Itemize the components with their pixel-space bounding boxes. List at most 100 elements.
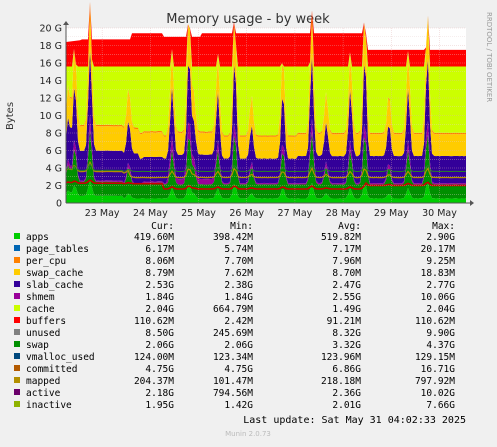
- legend-value: 2.36G: [332, 388, 361, 399]
- legend-value: 398.42M: [213, 232, 253, 243]
- legend-value: 8.32G: [332, 328, 361, 339]
- line-inactive: [65, 179, 467, 190]
- y-tick-label: 10 G: [40, 111, 62, 122]
- y-tick-label: 2 G: [46, 181, 62, 192]
- legend-value: 110.62M: [415, 316, 455, 327]
- legend-name: active: [26, 388, 61, 399]
- legend-value: 2.01G: [332, 400, 361, 411]
- legend-value: 7.62M: [224, 268, 253, 279]
- legend-value: 123.96M: [321, 352, 361, 363]
- legend-swatch: [14, 389, 20, 395]
- legend-name: shmem: [26, 292, 55, 303]
- legend-value: 1.84G: [224, 292, 253, 303]
- legend-name: page_tables: [26, 244, 89, 255]
- legend-swatch: [14, 233, 20, 239]
- area-unused: [66, 1, 466, 136]
- legend-value: 1.42G: [224, 400, 253, 411]
- legend-value: 2.06G: [224, 340, 253, 351]
- x-tick-label: 28 May: [326, 208, 361, 219]
- legend-value: 10.06G: [421, 292, 456, 303]
- y-tick-label: 0: [56, 199, 62, 210]
- legend-swatch: [14, 281, 20, 287]
- legend-swatch: [14, 401, 20, 407]
- legend-value: 794.56M: [213, 388, 253, 399]
- legend-value: 123.34M: [213, 352, 253, 363]
- rrdtool-credit: RRDTOOL / TOBI OETIKER: [485, 12, 493, 102]
- legend-name: swap: [26, 340, 49, 351]
- legend-value: 2.06G: [145, 340, 174, 351]
- x-tick-label: 30 May: [422, 208, 457, 219]
- legend-value: 2.42M: [224, 316, 253, 327]
- legend-swatch: [14, 353, 20, 359]
- legend-value: 2.55G: [332, 292, 361, 303]
- legend-value: 4.75G: [224, 364, 253, 375]
- legend-header: Min:: [230, 221, 253, 232]
- legend-name: apps: [26, 232, 49, 243]
- legend-value: 2.47G: [332, 280, 361, 291]
- line-committed: [65, 163, 467, 173]
- legend-value: 8.70M: [332, 268, 361, 279]
- legend-value: 10.02G: [421, 388, 456, 399]
- legend-header: Avg:: [338, 221, 361, 232]
- legend-value: 9.90G: [426, 328, 455, 339]
- x-axis-arrow: [470, 200, 474, 206]
- legend-value: 1.95G: [145, 400, 174, 411]
- legend-value: 218.18M: [321, 376, 361, 387]
- legend-name: inactive: [26, 400, 72, 411]
- legend-value: 1.49G: [332, 304, 361, 315]
- legend-value: 2.77G: [426, 280, 455, 291]
- area-cache: [66, 3, 466, 159]
- legend-swatch: [14, 305, 20, 311]
- legend-value: 18.83M: [421, 268, 456, 279]
- legend-value: 5.74M: [224, 244, 253, 255]
- legend-value: 2.90G: [426, 232, 455, 243]
- legend-value: 8.06M: [145, 256, 174, 267]
- legend-header: Max:: [432, 221, 455, 232]
- x-tick-label: 26 May: [229, 208, 264, 219]
- chart-title: Memory usage - by week: [166, 12, 330, 27]
- y-tick-label: 8 G: [46, 129, 62, 140]
- legend-value: 124.00M: [134, 352, 174, 363]
- x-tick-label: 25 May: [181, 208, 216, 219]
- y-tick-label: 16 G: [40, 59, 62, 70]
- legend-value: 664.79M: [213, 304, 253, 315]
- legend-swatch: [14, 245, 20, 251]
- y-tick-label: 12 G: [40, 94, 62, 105]
- legend-value: 204.37M: [134, 376, 174, 387]
- legend-value: 129.15M: [415, 352, 455, 363]
- legend-value: 4.37G: [426, 340, 455, 351]
- legend-swatch: [14, 365, 20, 371]
- y-tick-label: 20 G: [40, 24, 62, 35]
- legend-name: swap_cache: [26, 268, 83, 279]
- legend-value: 519.82M: [321, 232, 361, 243]
- legend-value: 6.86G: [332, 364, 361, 375]
- legend-value: 3.32G: [332, 340, 361, 351]
- legend-value: 419.60M: [134, 232, 174, 243]
- legend-value: 8.79M: [145, 268, 174, 279]
- y-tick-label: 6 G: [46, 146, 62, 157]
- legend-value: 20.17M: [421, 244, 456, 255]
- legend-swatch: [14, 293, 20, 299]
- legend-value: 110.62M: [134, 316, 174, 327]
- legend-value: 101.47M: [213, 376, 253, 387]
- area-slab: [66, 48, 466, 184]
- legend-value: 7.66G: [426, 400, 455, 411]
- legend-value: 797.92M: [415, 376, 455, 387]
- area-swap: [66, 129, 466, 199]
- legend-name: committed: [26, 364, 77, 375]
- legend-value: 6.17M: [145, 244, 174, 255]
- munin-version: Munin 2.0.73: [225, 430, 271, 438]
- legend-value: 7.17M: [332, 244, 361, 255]
- legend-swatch: [14, 269, 20, 275]
- area-shmem: [66, 115, 466, 185]
- legend-value: 2.04G: [145, 304, 174, 315]
- area-swapTop: [66, 1, 466, 67]
- line-active: [65, 160, 467, 179]
- legend-value: 16.71G: [421, 364, 456, 375]
- legend-name: mapped: [26, 376, 60, 387]
- y-axis-arrow: [63, 21, 69, 25]
- legend-name: unused: [26, 328, 60, 339]
- legend-value: 91.21M: [327, 316, 362, 327]
- legend-swatch: [14, 377, 20, 383]
